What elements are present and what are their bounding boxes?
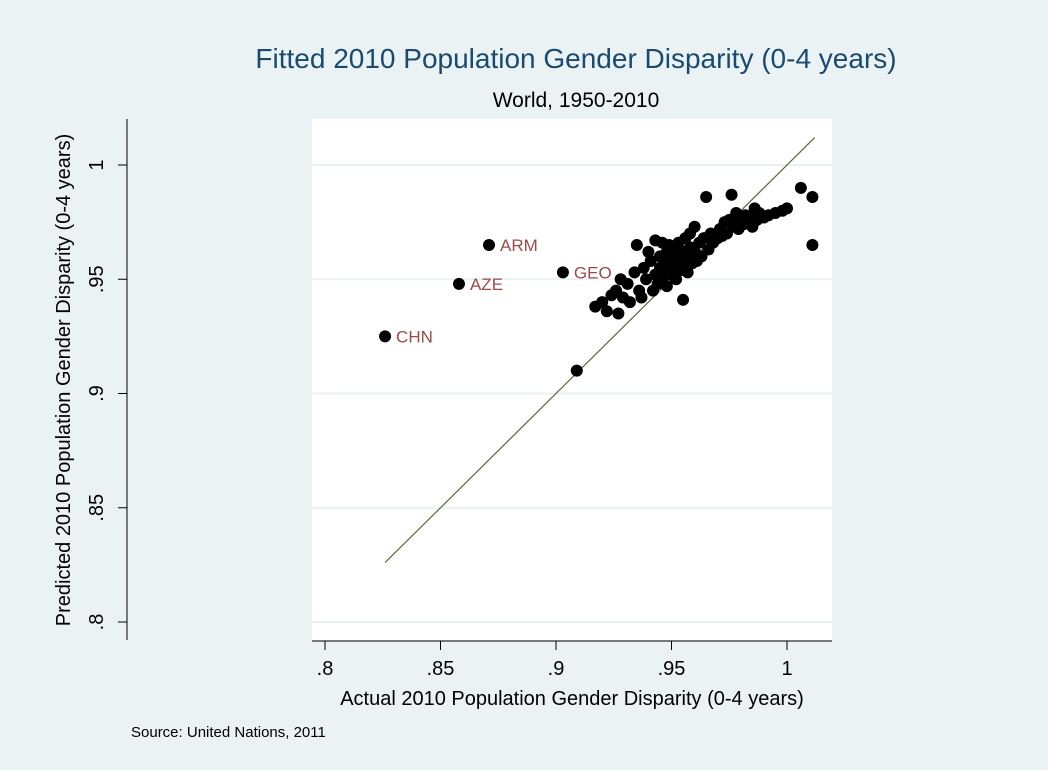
data-point xyxy=(635,291,648,304)
data-point xyxy=(600,305,613,318)
data-point xyxy=(623,296,636,309)
data-point-arm xyxy=(483,238,496,251)
data-point xyxy=(700,190,713,203)
data-point xyxy=(688,220,701,233)
y-tick-label: .85 xyxy=(86,494,108,522)
data-point xyxy=(794,181,807,194)
gridlines xyxy=(312,164,832,623)
data-point xyxy=(677,293,690,306)
data-point xyxy=(630,238,643,251)
axes: .8 .85 .9 .95 1 .8 .85 .9 .95 1 xyxy=(86,119,832,680)
data-point xyxy=(806,238,819,251)
x-tick-label: .8 xyxy=(317,658,334,680)
point-label-chn: CHN xyxy=(396,327,433,346)
fit-line-layer xyxy=(384,137,816,564)
y-tick-label: .8 xyxy=(86,614,108,631)
data-point xyxy=(725,188,738,201)
point-label-aze: AZE xyxy=(470,275,503,294)
data-point-aze xyxy=(452,277,465,290)
x-tick-label: 1 xyxy=(781,658,792,680)
data-point xyxy=(596,296,609,309)
y-tick-label: 1 xyxy=(86,159,108,170)
data-point xyxy=(806,190,819,203)
data-point xyxy=(660,280,673,293)
x-tick-label: .9 xyxy=(548,658,565,680)
data-point xyxy=(644,254,657,267)
x-axis-title: Actual 2010 Population Gender Disparity … xyxy=(340,688,804,710)
data-point xyxy=(628,266,641,279)
x-tick-label: .95 xyxy=(658,658,686,680)
source-note: Source: United Nations, 2011 xyxy=(131,724,326,741)
data-point xyxy=(570,364,583,377)
chart-subtitle: World, 1950-2010 xyxy=(493,89,660,112)
chart-title: Fitted 2010 Population Gender Disparity … xyxy=(255,43,896,74)
data-points xyxy=(379,181,819,377)
point-label-arm: ARM xyxy=(500,236,538,255)
data-point xyxy=(781,202,793,215)
data-point-chn xyxy=(379,330,392,343)
data-point-geo xyxy=(556,266,569,279)
fit-line xyxy=(384,137,816,564)
data-point xyxy=(670,273,683,286)
data-point xyxy=(612,307,625,320)
data-point xyxy=(621,277,634,290)
y-axis-title: Predicted 2010 Population Gender Dispari… xyxy=(53,134,75,626)
point-label-geo: GEO xyxy=(574,263,612,282)
y-tick-label: .9 xyxy=(86,385,108,402)
data-point xyxy=(640,273,653,286)
data-point xyxy=(642,245,655,258)
y-tick-label: .95 xyxy=(86,265,108,293)
x-tick-label: .85 xyxy=(427,658,455,680)
data-point xyxy=(681,266,694,279)
point-labels: CHN AZE ARM GEO xyxy=(396,236,612,346)
